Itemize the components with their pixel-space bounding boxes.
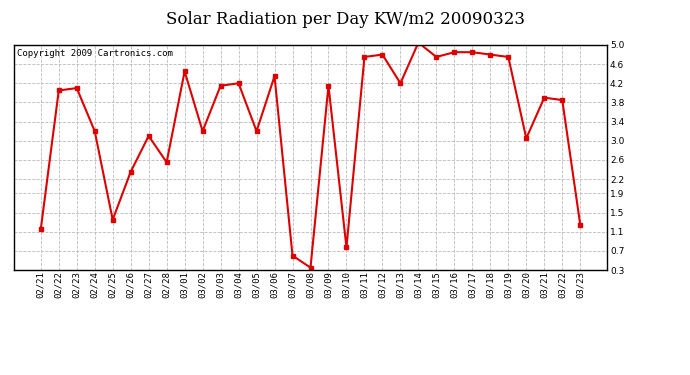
Text: Copyright 2009 Cartronics.com: Copyright 2009 Cartronics.com xyxy=(17,50,172,58)
Text: Solar Radiation per Day KW/m2 20090323: Solar Radiation per Day KW/m2 20090323 xyxy=(166,11,524,28)
